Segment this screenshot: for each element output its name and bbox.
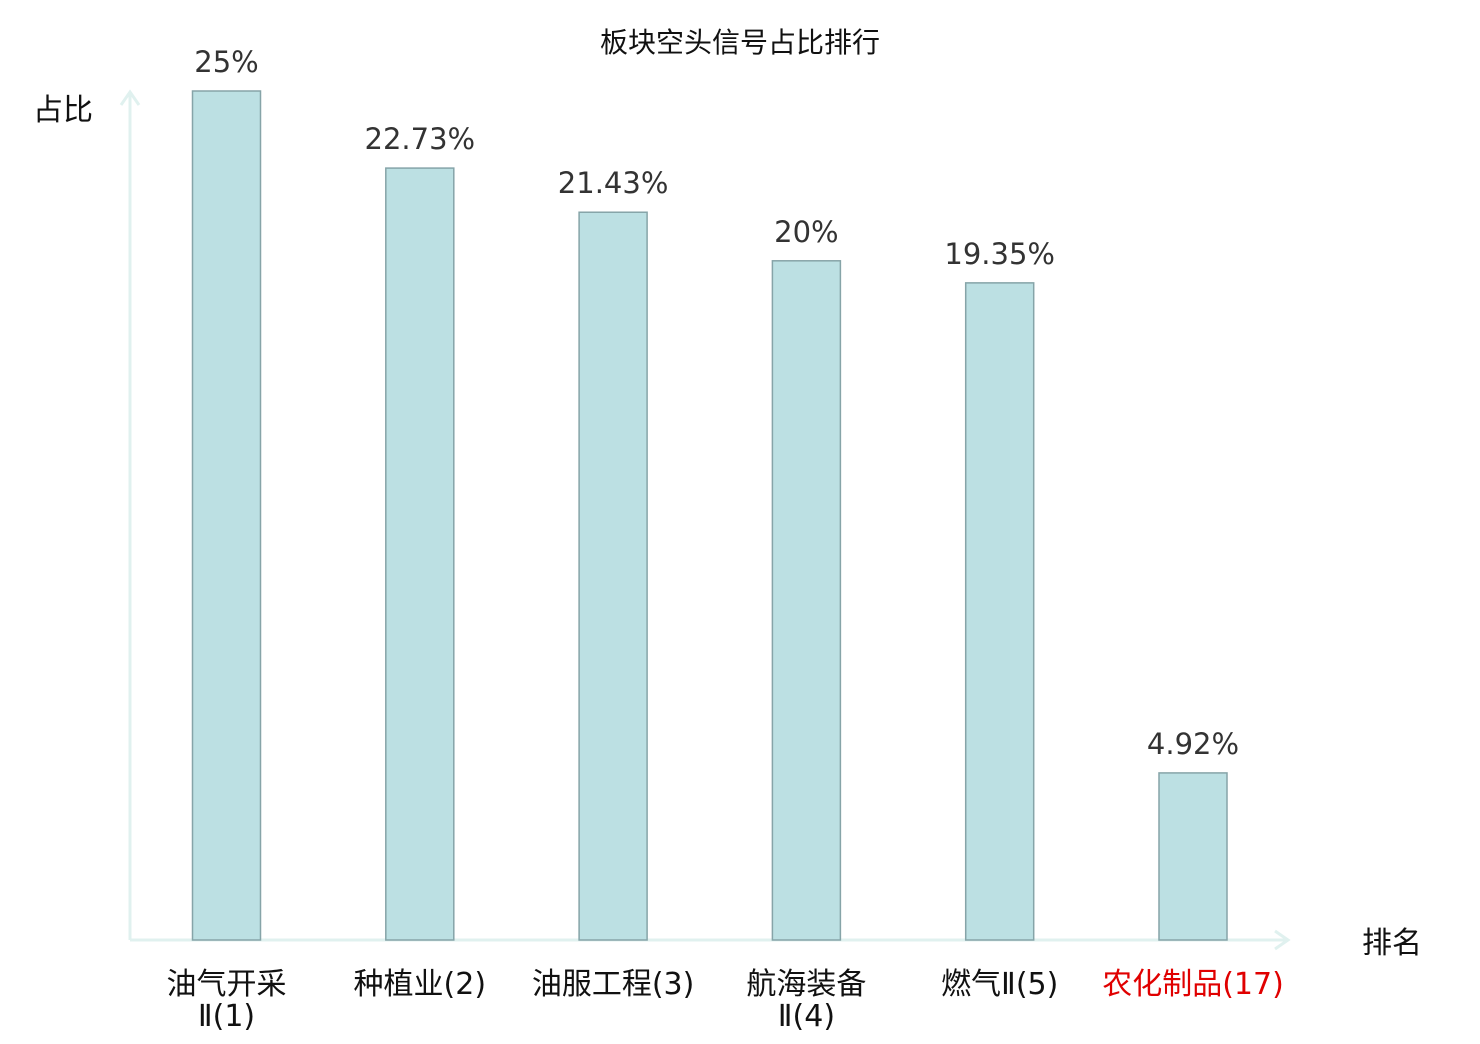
value-label: 19.35%	[944, 237, 1055, 271]
bars	[191, 90, 1228, 941]
x-axis-label: 排名	[1362, 926, 1422, 961]
category-label: Ⅱ(4)	[778, 999, 835, 1034]
value-label: 4.92%	[1147, 727, 1239, 761]
bar	[191, 90, 262, 941]
bar	[964, 282, 1035, 941]
category-label: Ⅱ(1)	[198, 999, 255, 1034]
axes	[119, 89, 1291, 951]
value-label: 20%	[774, 215, 838, 249]
y-axis-arrow-icon	[119, 89, 141, 106]
value-labels: 25% 22.73% 21.43% 20% 19.35% 4.92%	[194, 45, 1239, 761]
bar	[578, 211, 648, 941]
x-axis-arrow-icon	[1274, 929, 1291, 951]
category-label: 航海装备	[746, 967, 866, 1002]
bar	[385, 167, 455, 941]
category-label: 油服工程(3)	[532, 967, 695, 1002]
bar	[1158, 772, 1228, 941]
bar	[771, 260, 842, 941]
category-label: 油气开采	[167, 967, 287, 1002]
value-label: 25%	[194, 45, 258, 79]
category-label: 农化制品(17)	[1102, 967, 1284, 1002]
value-label: 22.73%	[365, 122, 476, 156]
value-label: 21.43%	[558, 166, 669, 200]
category-label: 种植业(2)	[354, 967, 487, 1002]
chart-title: 板块空头信号占比排行	[600, 26, 880, 59]
y-axis-label: 占比	[33, 93, 93, 128]
category-label: 燃气Ⅱ(5)	[941, 967, 1058, 1002]
